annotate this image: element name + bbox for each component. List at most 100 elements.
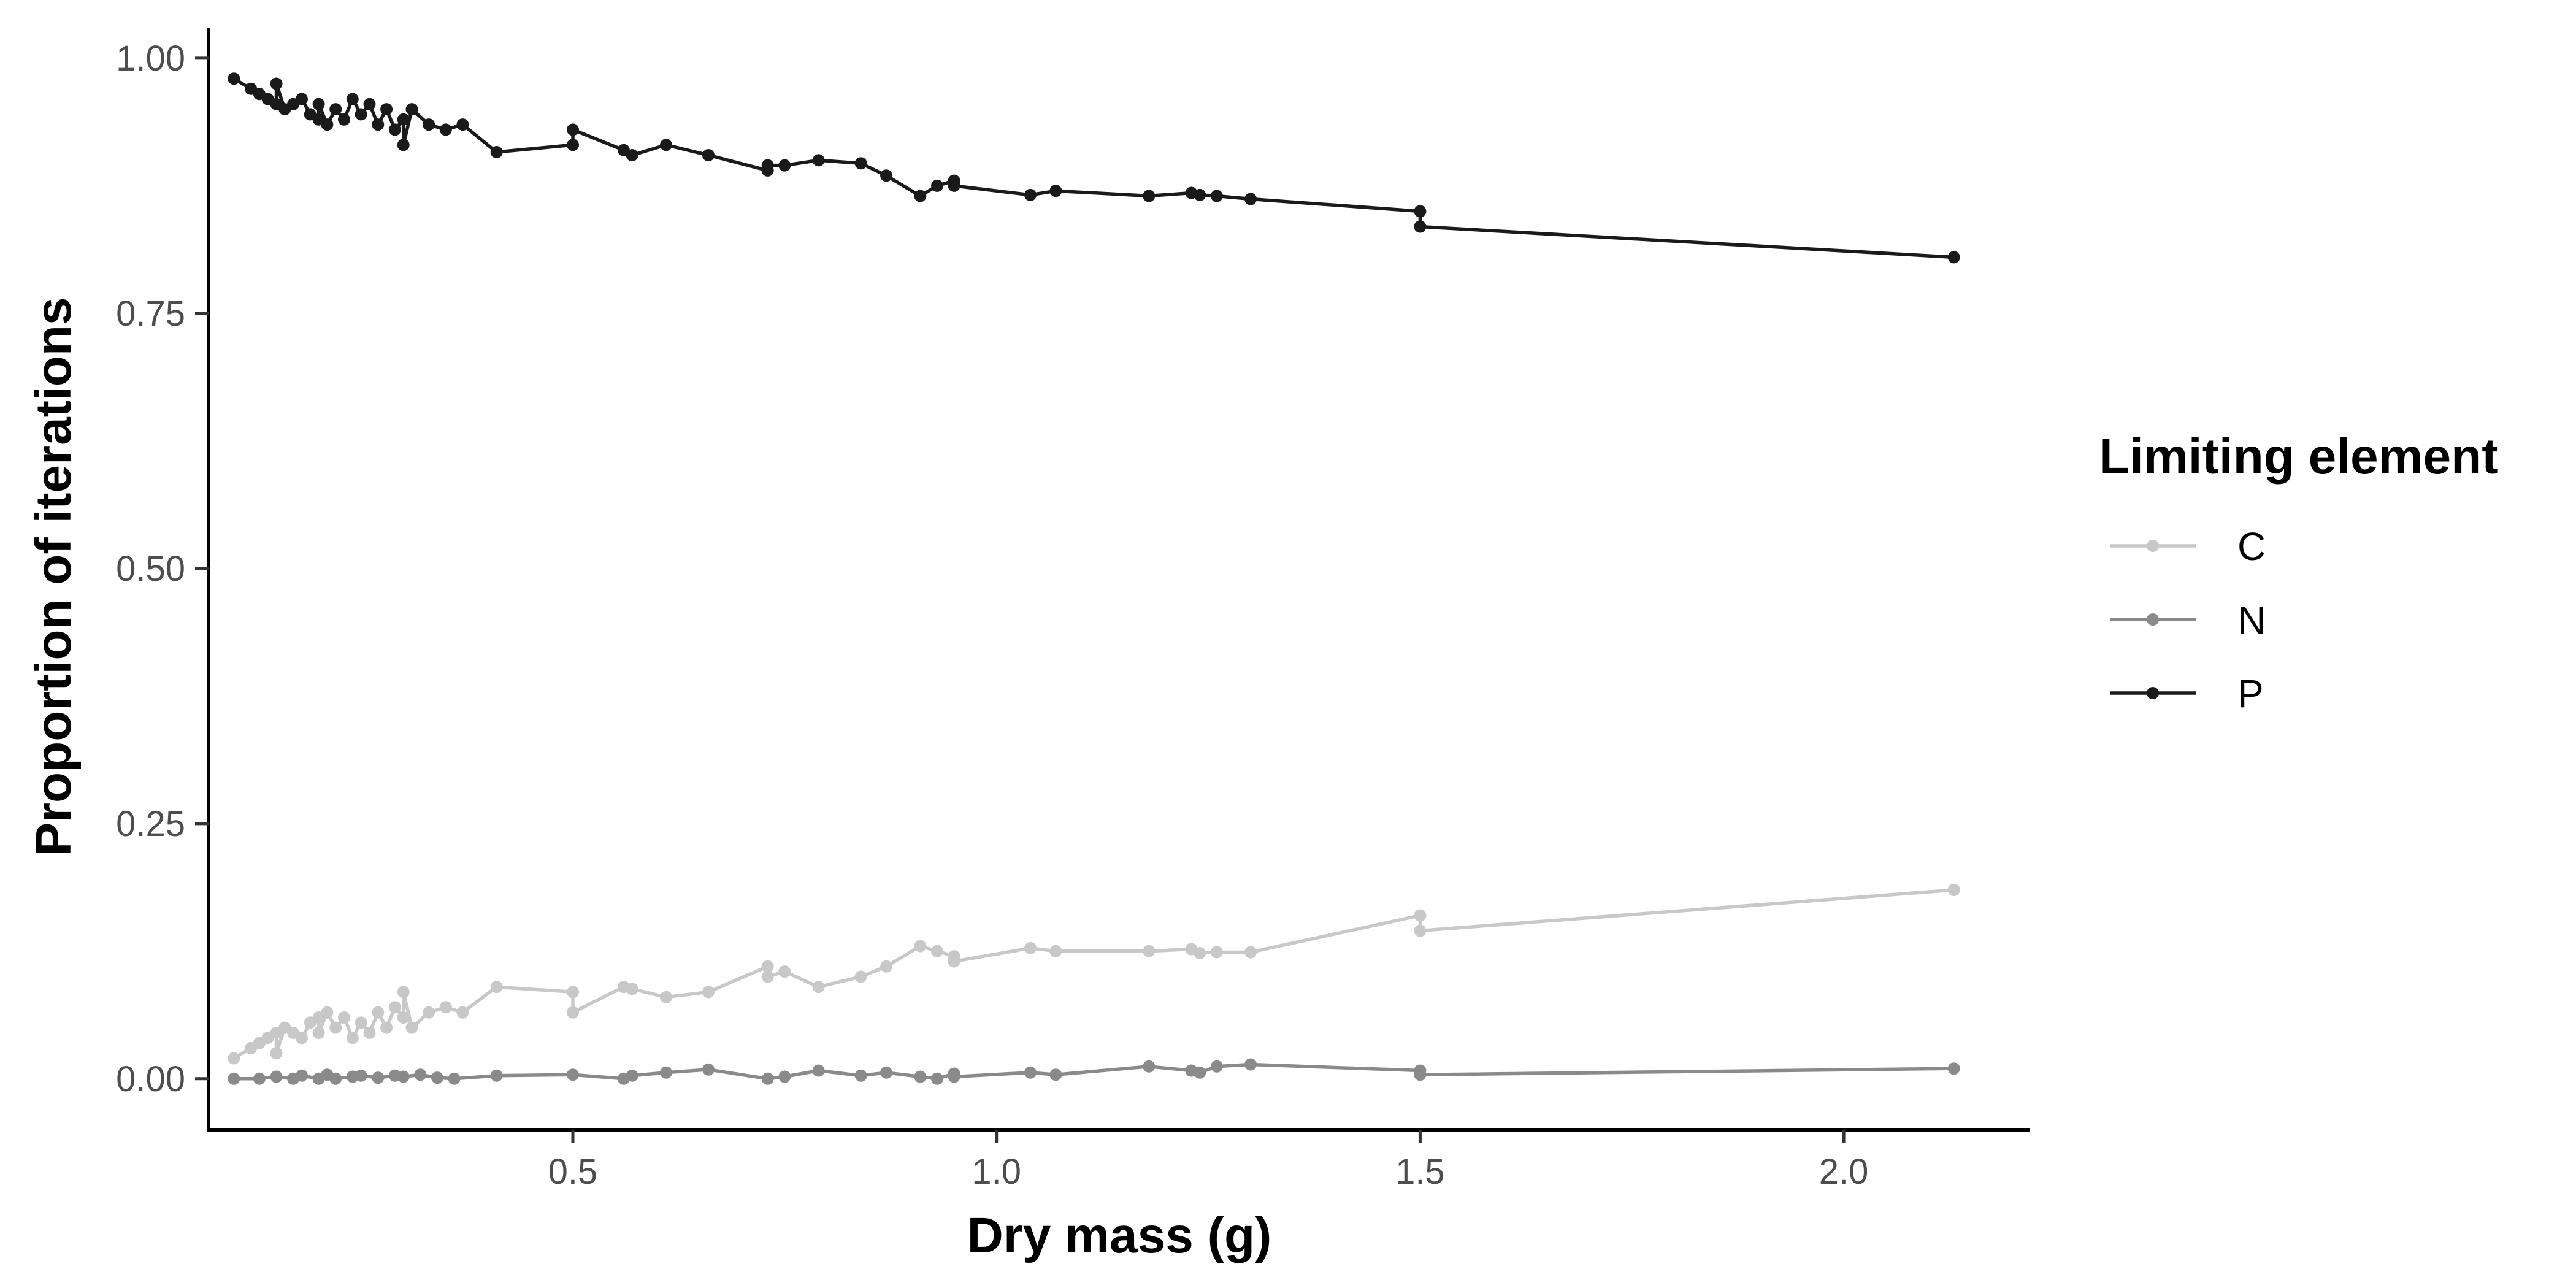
data-point-C (372, 1006, 385, 1019)
data-point-P (1414, 220, 1427, 233)
data-point-P (1024, 188, 1037, 201)
data-point-P (372, 118, 385, 131)
data-point-N (1244, 1058, 1257, 1071)
data-point-C (948, 955, 960, 968)
data-point-N (660, 1066, 672, 1079)
data-point-C (1210, 946, 1223, 959)
data-point-C (388, 1001, 401, 1014)
data-point-P (880, 169, 893, 182)
data-point-N (228, 1072, 240, 1085)
data-point-P (312, 98, 325, 110)
data-point-P (948, 179, 960, 192)
data-point-P (490, 146, 503, 158)
data-point-C (228, 1052, 240, 1065)
data-point-C (397, 986, 410, 999)
data-point-P (660, 139, 672, 151)
data-point-P (1414, 205, 1427, 218)
data-point-N (1210, 1060, 1223, 1073)
data-point-C (346, 1032, 359, 1045)
data-point-C (490, 981, 503, 994)
data-point-N (1024, 1066, 1037, 1079)
data-point-C (363, 1026, 376, 1039)
data-point-C (456, 1006, 469, 1019)
data-point-P (228, 72, 240, 85)
data-point-C (1244, 946, 1257, 959)
data-point-C (1024, 941, 1037, 954)
x-axis-title: Dry mass (g) (967, 1208, 1272, 1263)
data-point-N (1143, 1060, 1156, 1073)
data-point-N (329, 1072, 342, 1085)
data-point-C (761, 970, 774, 983)
data-point-P (1049, 185, 1062, 197)
data-point-N (761, 1072, 774, 1085)
data-point-P (1244, 193, 1257, 205)
y-tick-label: 0.75 (116, 294, 185, 334)
y-axis-title: Proportion of iterations (26, 297, 82, 856)
data-point-N (1049, 1068, 1062, 1081)
data-point-N (397, 1070, 410, 1083)
data-point-P (423, 118, 435, 131)
legend-item-P: P (2110, 672, 2264, 716)
data-point-C (1049, 945, 1062, 957)
legend: Limiting element CNP (2099, 429, 2499, 716)
data-point-P (270, 77, 283, 90)
data-point-C (270, 1047, 283, 1060)
data-point-N (1414, 1068, 1427, 1081)
data-point-C (397, 1011, 410, 1024)
data-point-P (812, 154, 825, 167)
data-point-C (338, 1011, 350, 1024)
data-point-N (567, 1068, 579, 1081)
data-point-P (397, 139, 410, 151)
data-point-P (439, 123, 452, 136)
data-point-P (380, 103, 393, 116)
x-tick-label: 1.5 (1395, 1152, 1445, 1192)
data-point-N (948, 1070, 960, 1083)
data-point-P (1143, 190, 1156, 202)
data-point-C (423, 1006, 435, 1019)
data-point-P (702, 149, 715, 161)
data-point-N (270, 1070, 283, 1083)
data-point-C (355, 1016, 367, 1029)
data-point-C (1414, 909, 1427, 922)
x-tick-label: 2.0 (1819, 1152, 1869, 1192)
y-tick-label: 0.00 (116, 1059, 185, 1099)
data-point-N (812, 1064, 825, 1077)
data-point-P (388, 123, 401, 136)
data-point-C (660, 991, 672, 1003)
legend-label: P (2237, 672, 2264, 716)
data-point-N (372, 1071, 385, 1084)
data-point-P (914, 190, 927, 202)
data-point-P (296, 93, 308, 105)
series-line-C (232, 888, 1954, 1060)
data-point-N (702, 1063, 715, 1076)
data-point-C (296, 1032, 308, 1045)
data-point-N (931, 1072, 943, 1085)
data-point-N (880, 1066, 893, 1079)
series-P (228, 72, 1960, 264)
data-point-C (1947, 884, 1960, 896)
data-point-N (626, 1069, 638, 1082)
data-point-P (346, 93, 359, 105)
data-point-N (448, 1072, 461, 1085)
data-point-P (626, 149, 638, 161)
data-point-N (778, 1070, 791, 1083)
data-point-C (626, 983, 638, 995)
series-N (228, 1058, 1960, 1085)
data-point-C (312, 1026, 325, 1039)
data-point-N (854, 1069, 867, 1082)
series-C (228, 884, 1960, 1065)
data-point-C (931, 945, 943, 957)
data-point-C (854, 970, 867, 983)
data-point-P (321, 118, 334, 131)
data-point-C (1194, 947, 1206, 960)
data-point-P (761, 159, 774, 172)
data-point-C (778, 965, 791, 978)
data-point-N (414, 1068, 427, 1081)
legend-item-C: C (2110, 524, 2266, 569)
legend-label: N (2237, 598, 2266, 642)
data-point-C (880, 960, 893, 973)
legend-title: Limiting element (2099, 429, 2499, 485)
legend-key-point (2147, 540, 2159, 552)
data-point-C (567, 986, 579, 999)
